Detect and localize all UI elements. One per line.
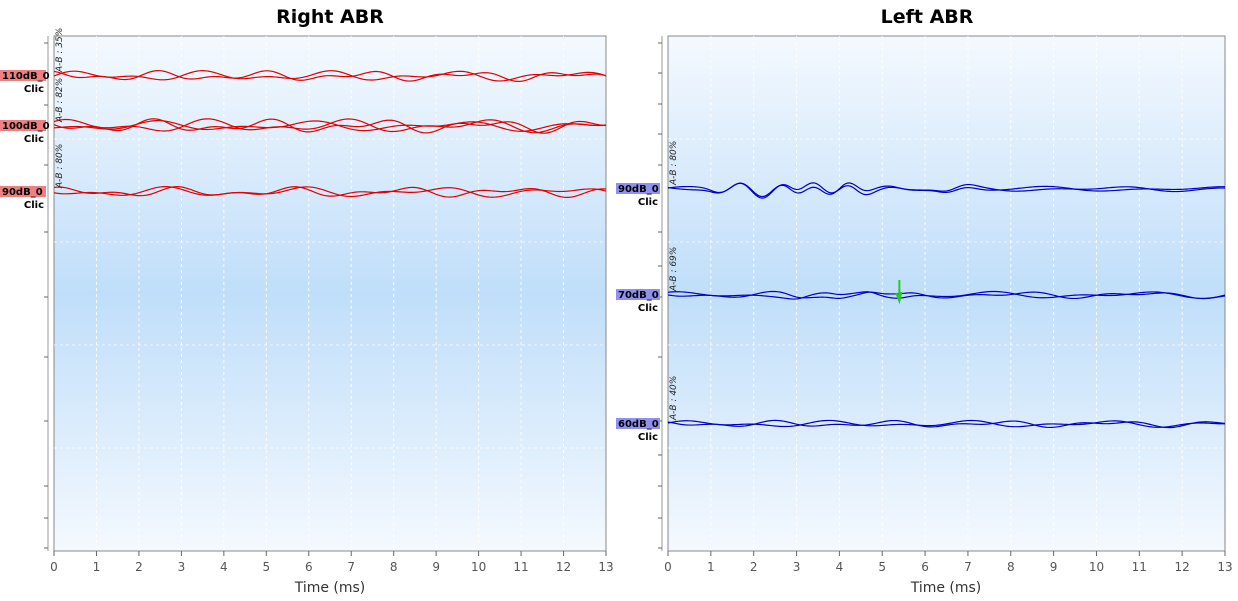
right-x-axis-label: Time (ms)	[294, 580, 366, 596]
left-x-axis-label: Time (ms)	[910, 580, 982, 596]
stimulus-label: Clic	[24, 84, 44, 95]
x-tick-label: 11	[1132, 560, 1147, 574]
level-label: 100dB_0	[2, 121, 50, 132]
ab-correlation-label: A-B : 82%	[55, 78, 65, 123]
level-label: 90dB_0	[618, 184, 659, 195]
stimulus-label: Clic	[638, 303, 658, 314]
x-tick-label: 8	[390, 560, 398, 574]
level-label-bg	[616, 418, 660, 429]
right-traces: 110dB_0 Clic A-B : 35% 100dB_0 Clic A-B : 82%…	[0, 28, 607, 211]
x-tick-label: 10	[1089, 560, 1104, 574]
trace-line-70dB_0	[667, 290, 1226, 300]
trace-line-110dB_0	[53, 70, 607, 82]
left-traces: 90dB_0 Clic A-B : 80% 70dB_0 Clic A-B : 69% 60…	[616, 141, 1226, 443]
level-label: 60dB_0	[618, 419, 659, 430]
ab-correlation-label: A-B : 35%	[55, 28, 65, 73]
trace-line-60dB_0	[667, 419, 1225, 428]
trace-line-90dB_0	[53, 186, 607, 198]
trace-line-90dB_0	[667, 182, 1226, 198]
level-label: 110dB_0	[2, 71, 50, 82]
right-x-ticks: 0 1 2 3 4 5 6 7 8 9 10 11 12 13	[50, 551, 614, 574]
left-x-ticks: 0 1 2 3 4 5 6 7 8 9 10 11 12 13	[664, 551, 1233, 574]
ab-correlation-label: A-B : 40%	[669, 376, 679, 421]
x-tick-label: 12	[1175, 560, 1190, 574]
x-tick-label: 13	[598, 560, 613, 574]
ab-correlation-label: A-B : 80%	[55, 144, 65, 189]
level-label-bg	[616, 289, 660, 300]
x-tick-label: 6	[921, 560, 929, 574]
left-abr-panel: Left ABR 0 1 2 3 4 5 6 7 8 9 10 11 12 13 90dB_0ClicA-…	[616, 6, 1233, 596]
x-tick-label: 1	[707, 560, 715, 574]
x-tick-label: 7	[964, 560, 972, 574]
trace-line-100dB_0	[53, 120, 607, 132]
trace-line-100dB_0	[53, 118, 607, 134]
x-tick-label: 0	[664, 560, 672, 574]
x-tick-label: 4	[836, 560, 844, 574]
level-label: 70dB_0	[618, 290, 659, 301]
left-chart-title: Left ABR	[881, 6, 974, 28]
level-label: 90dB_0	[2, 187, 43, 198]
left-grid	[668, 36, 1225, 551]
stimulus-label: Clic	[24, 134, 44, 145]
x-tick-label: 2	[135, 560, 143, 574]
right-plot-area	[53, 35, 607, 552]
x-tick-label: 6	[305, 560, 313, 574]
x-tick-label: 3	[793, 560, 801, 574]
level-label-bg	[616, 183, 660, 194]
x-tick-label: 2	[750, 560, 758, 574]
stimulus-label: Clic	[638, 197, 658, 208]
left-plot-area	[667, 35, 1226, 552]
level-label-bg	[0, 120, 46, 131]
x-tick-label: 7	[347, 560, 355, 574]
level-label-bg	[0, 186, 46, 197]
trace-line-90dB_0	[53, 186, 607, 198]
x-tick-label: 5	[878, 560, 886, 574]
ab-correlation-label: A-B : 80%	[669, 141, 679, 186]
trace-line-70dB_0	[667, 290, 1226, 300]
x-tick-label: 4	[220, 560, 228, 574]
trace-line-110dB_0	[53, 70, 607, 82]
x-tick-label: 8	[1007, 560, 1015, 574]
trace-line-90dB_0	[667, 182, 1226, 199]
right-abr-panel: Right ABR 0 1 2 3 4 5 6 7 8 9 10 11 12 13 110dB_0Clic…	[0, 6, 614, 596]
trace-line-60dB_0	[667, 419, 1226, 429]
x-tick-label: 13	[1217, 560, 1232, 574]
right-chart-title: Right ABR	[276, 6, 384, 28]
wave-v-marker[interactable]	[895, 280, 903, 305]
level-label-bg	[0, 70, 46, 81]
x-tick-label: 12	[556, 560, 571, 574]
x-tick-label: 3	[178, 560, 186, 574]
x-tick-label: 1	[93, 560, 101, 574]
x-tick-label: 9	[432, 560, 440, 574]
x-tick-label: 5	[262, 560, 270, 574]
right-y-ticks	[44, 36, 49, 551]
x-tick-label: 9	[1050, 560, 1058, 574]
x-tick-label: 10	[471, 560, 486, 574]
ab-correlation-label: A-B : 69%	[669, 247, 679, 292]
x-tick-label: 0	[50, 560, 58, 574]
stimulus-label: Clic	[24, 200, 44, 211]
x-tick-label: 11	[513, 560, 528, 574]
stimulus-label: Clic	[638, 432, 658, 443]
